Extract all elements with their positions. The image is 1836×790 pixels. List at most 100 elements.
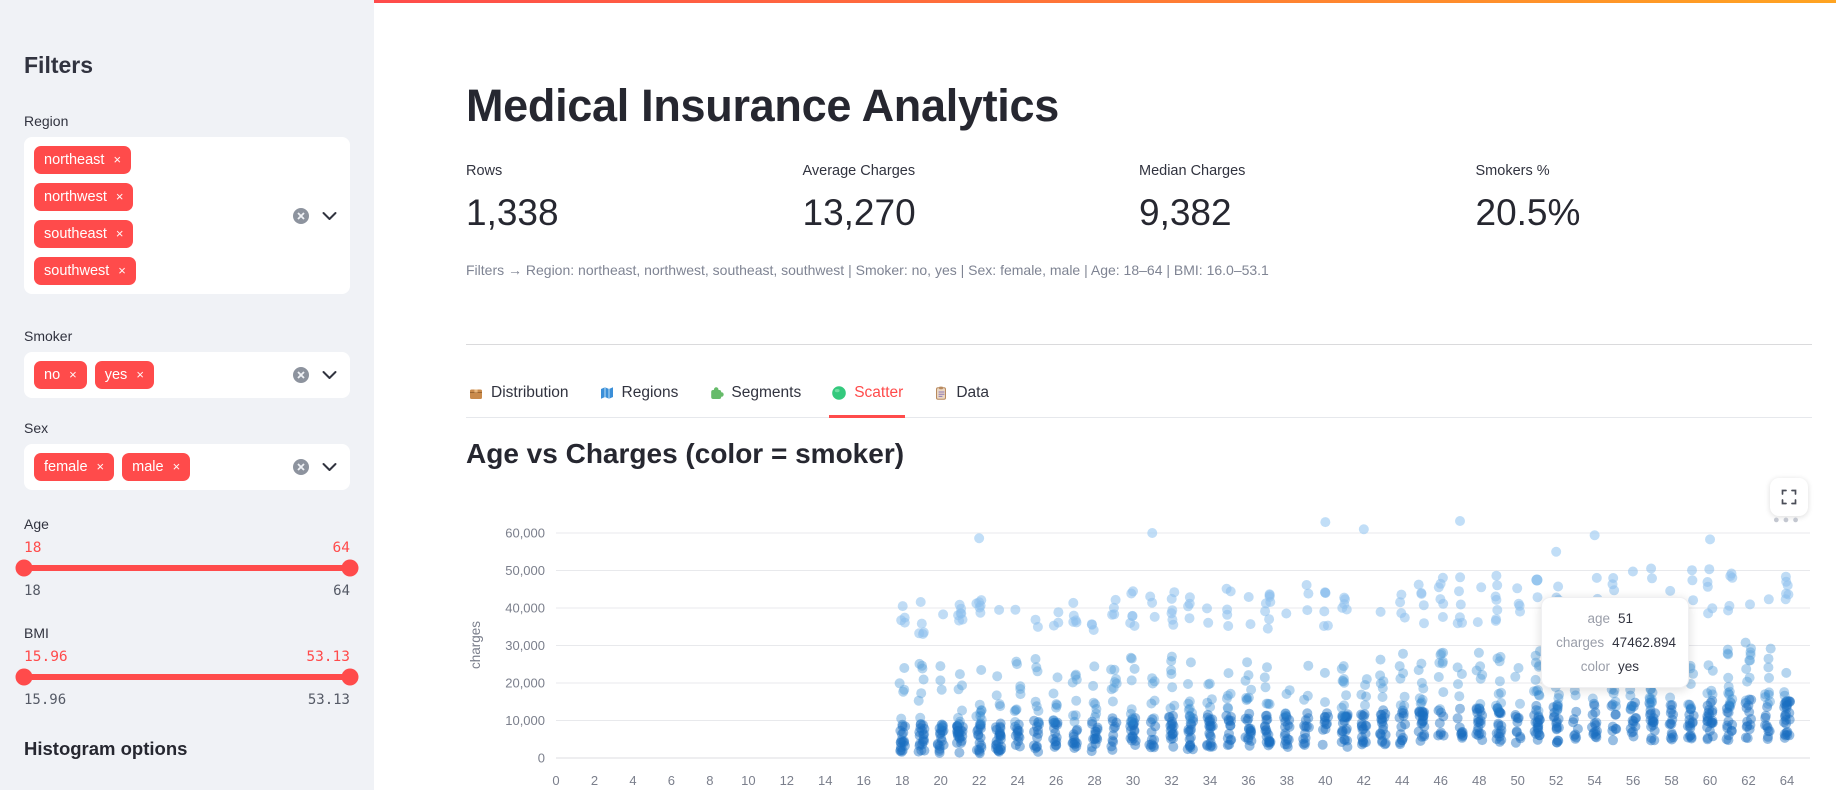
- bmi-slider-thumb-min[interactable]: [15, 668, 33, 686]
- tab-data[interactable]: Data: [931, 378, 991, 418]
- tab-distribution[interactable]: Distribution: [466, 378, 571, 418]
- tab-segments[interactable]: Segments: [706, 378, 803, 418]
- scatter-chart[interactable]: 0 10,000 20,000 30,000 40,000 50,000 60,000 0 2 4…: [466, 495, 1812, 790]
- remove-tag-icon[interactable]: ×: [118, 263, 126, 278]
- metric-label: Rows: [466, 163, 503, 179]
- tooltip-label: age: [1587, 611, 1610, 626]
- age-slider-max: 64: [333, 583, 350, 599]
- tooltip-value: yes: [1618, 659, 1640, 674]
- bmi-slider-value-max: 53.13: [306, 649, 350, 665]
- clear-all-icon[interactable]: [292, 207, 310, 225]
- region-tag-northwest[interactable]: northwest ×: [34, 183, 134, 211]
- tab-label: Scatter: [854, 384, 904, 401]
- age-slider-label: Age: [24, 516, 49, 532]
- divider: [466, 344, 1812, 345]
- smoker-filter-label: Smoker: [24, 328, 73, 344]
- metric-rows: Rows 1,338: [466, 163, 803, 234]
- remove-tag-icon[interactable]: ×: [113, 152, 122, 167]
- svg-text:40,000: 40,000: [505, 601, 545, 616]
- svg-text:16: 16: [857, 773, 871, 788]
- remove-tag-icon[interactable]: ×: [136, 367, 144, 382]
- clear-all-icon[interactable]: [292, 458, 310, 476]
- tooltip-label: charges: [1556, 635, 1605, 650]
- svg-text:44: 44: [1395, 773, 1409, 788]
- active-filters-caption: Filters → Region: northeast, northwest, …: [466, 262, 1269, 278]
- svg-text:10,000: 10,000: [505, 713, 545, 728]
- clear-all-icon[interactable]: [292, 366, 310, 384]
- region-tag-southeast[interactable]: southeast ×: [34, 220, 134, 248]
- tag-label: female: [44, 459, 88, 475]
- age-slider-thumb-max[interactable]: [341, 559, 359, 577]
- svg-text:12: 12: [780, 773, 794, 788]
- metric-value: 20.5%: [1475, 192, 1581, 233]
- remove-tag-icon[interactable]: ×: [172, 459, 181, 474]
- svg-text:28: 28: [1087, 773, 1101, 788]
- svg-text:58: 58: [1664, 773, 1678, 788]
- svg-text:0: 0: [538, 751, 545, 766]
- tooltip-label: color: [1580, 659, 1610, 674]
- remove-tag-icon[interactable]: ×: [115, 226, 124, 241]
- svg-text:4: 4: [629, 773, 636, 788]
- tag-label: no: [44, 367, 61, 383]
- remove-tag-icon[interactable]: ×: [115, 189, 124, 204]
- sex-filter-label: Sex: [24, 420, 49, 436]
- sex-multiselect[interactable]: female × male ×: [24, 444, 350, 490]
- metrics-row: Rows 1,338 Average Charges 13,270 Median…: [466, 163, 1812, 234]
- tab-regions[interactable]: Regions: [597, 378, 681, 418]
- svg-text:charges: charges: [468, 621, 483, 669]
- region-filter-label: Region: [24, 113, 69, 129]
- bmi-slider-widget: BMI 15.96 53.13 15.96 53.13: [15, 625, 359, 708]
- metric-average-charges: Average Charges 13,270: [803, 163, 1140, 234]
- bmi-slider-value-min: 15.96: [24, 649, 68, 665]
- svg-text:40: 40: [1318, 773, 1332, 788]
- svg-text:56: 56: [1626, 773, 1640, 788]
- tooltip-value: 51: [1618, 611, 1634, 626]
- age-slider-thumb-min[interactable]: [15, 559, 33, 577]
- chevron-down-icon[interactable]: [322, 463, 337, 472]
- smoker-tag-no[interactable]: no ×: [34, 361, 87, 389]
- smoker-tag-yes[interactable]: yes ×: [94, 361, 154, 389]
- tag-label: yes: [104, 367, 128, 383]
- age-slider-widget: Age 18 64 18 64: [15, 516, 359, 599]
- metric-label: Smokers %: [1475, 163, 1550, 179]
- svg-text:50: 50: [1510, 773, 1524, 788]
- bmi-slider-track[interactable]: [15, 668, 359, 686]
- region-multiselect[interactable]: northeast × northwest × southeast × southwe…: [24, 137, 350, 294]
- bmi-slider-label: BMI: [24, 625, 49, 641]
- svg-text:52: 52: [1549, 773, 1563, 788]
- fullscreen-icon: [1781, 489, 1797, 505]
- svg-text:48: 48: [1472, 773, 1486, 788]
- svg-text:34: 34: [1203, 773, 1217, 788]
- tag-label: southeast: [44, 226, 107, 242]
- svg-text:64: 64: [1780, 773, 1794, 788]
- chevron-down-icon[interactable]: [322, 211, 337, 220]
- age-slider-track[interactable]: [15, 559, 359, 577]
- fullscreen-button[interactable]: [1770, 478, 1808, 516]
- sex-tag-female[interactable]: female ×: [34, 453, 115, 481]
- tooltip-row: age 51: [1554, 611, 1676, 626]
- svg-text:32: 32: [1164, 773, 1178, 788]
- svg-text:20,000: 20,000: [505, 676, 545, 691]
- bmi-slider-thumb-max[interactable]: [341, 668, 359, 686]
- svg-text:38: 38: [1280, 773, 1294, 788]
- chevron-down-icon[interactable]: [322, 371, 337, 380]
- sidebar-title: Filters: [24, 52, 94, 78]
- svg-text:30,000: 30,000: [505, 638, 545, 653]
- sex-tag-male[interactable]: male ×: [122, 453, 191, 481]
- region-tag-southwest[interactable]: southwest ×: [34, 257, 136, 285]
- svg-text:0: 0: [552, 773, 559, 788]
- region-tag-northeast[interactable]: northeast ×: [34, 146, 132, 174]
- remove-tag-icon[interactable]: ×: [69, 367, 77, 382]
- chart-menu-icon[interactable]: ●●●: [1773, 514, 1802, 526]
- svg-text:2: 2: [591, 773, 598, 788]
- chart-tooltip: age 51 charges 47462.894 color yes: [1541, 597, 1689, 688]
- remove-tag-icon[interactable]: ×: [96, 459, 105, 474]
- bmi-slider-max: 53.13: [307, 692, 350, 708]
- svg-text:20: 20: [933, 773, 947, 788]
- svg-text:24: 24: [1010, 773, 1024, 788]
- smoker-multiselect[interactable]: no × yes ×: [24, 352, 350, 398]
- tab-scatter[interactable]: Scatter: [829, 378, 906, 418]
- tab-label: Regions: [621, 384, 679, 401]
